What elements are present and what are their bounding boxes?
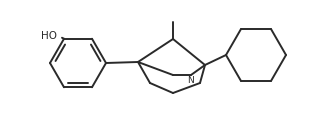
- Text: N: N: [187, 76, 194, 85]
- Text: HO: HO: [41, 31, 57, 41]
